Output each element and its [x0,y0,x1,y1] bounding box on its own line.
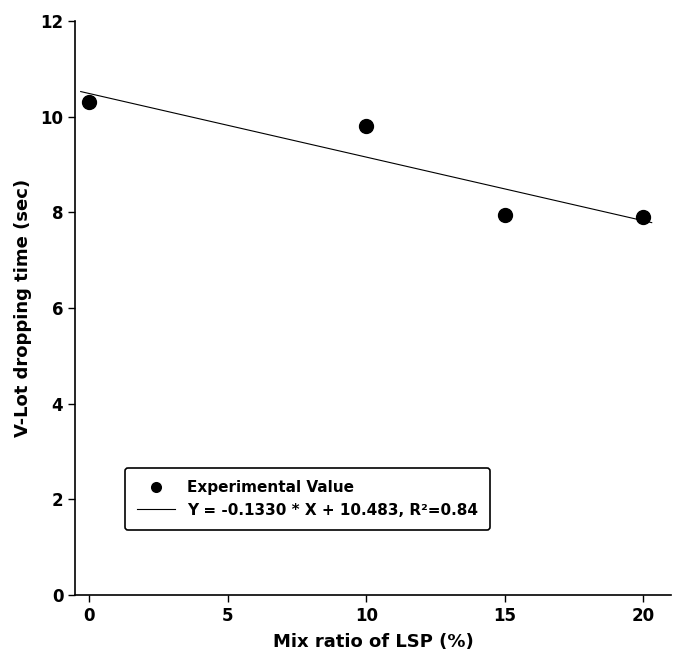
X-axis label: Mix ratio of LSP (%): Mix ratio of LSP (%) [273,633,473,651]
Point [361,121,372,132]
Point [84,97,95,108]
Y-axis label: V-Lot dropping time (sec): V-Lot dropping time (sec) [14,179,32,437]
Legend: Experimental Value, Y = -0.1330 * X + 10.483, R²=0.84: Experimental Value, Y = -0.1330 * X + 10… [125,468,490,530]
Point [638,211,649,222]
Point [499,209,510,220]
